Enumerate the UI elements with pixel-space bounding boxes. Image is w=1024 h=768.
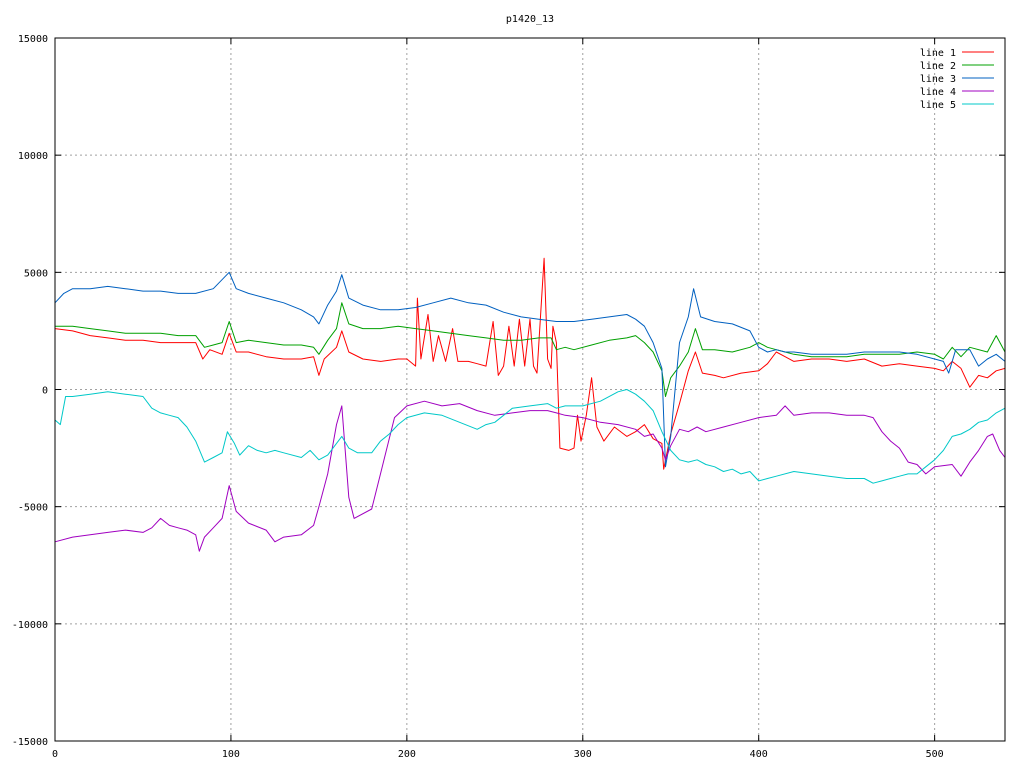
series-group bbox=[54, 257, 1006, 552]
legend-label: line 4 bbox=[920, 87, 956, 98]
legend-label: line 3 bbox=[920, 74, 956, 85]
x-tick-label: 200 bbox=[398, 749, 416, 760]
grid bbox=[55, 38, 1005, 741]
legend-label: line 5 bbox=[920, 100, 956, 111]
y-tick-label: 0 bbox=[42, 386, 48, 397]
chart-title: p1420_13 bbox=[506, 14, 554, 25]
y-tick-label: -10000 bbox=[12, 620, 48, 631]
y-tick-label: -15000 bbox=[12, 737, 48, 748]
series-line-1 bbox=[54, 257, 1006, 470]
axis-ticks: -15000 -10000 -5000 0 5000 10000 15000 0 100 200 3… bbox=[12, 34, 1005, 760]
x-tick-label: 400 bbox=[750, 749, 768, 760]
series-line-2 bbox=[55, 302, 1006, 397]
legend-label: line 2 bbox=[920, 61, 956, 72]
x-tick-label: 100 bbox=[222, 749, 240, 760]
series-line-4 bbox=[54, 400, 1006, 552]
y-tick-label: 5000 bbox=[24, 268, 48, 279]
y-tick-label: 15000 bbox=[18, 34, 48, 45]
legend-label: line 1 bbox=[920, 48, 956, 59]
x-tick-label: 300 bbox=[574, 749, 592, 760]
x-tick-label: 0 bbox=[52, 749, 58, 760]
y-tick-label: -5000 bbox=[18, 503, 48, 514]
y-tick-label: 10000 bbox=[18, 151, 48, 162]
series-line-3 bbox=[54, 271, 1006, 468]
x-tick-label: 500 bbox=[926, 749, 944, 760]
legend: line 1 line 2 line 3 line 4 line 5 bbox=[920, 48, 994, 111]
series-line-5 bbox=[54, 389, 1006, 484]
